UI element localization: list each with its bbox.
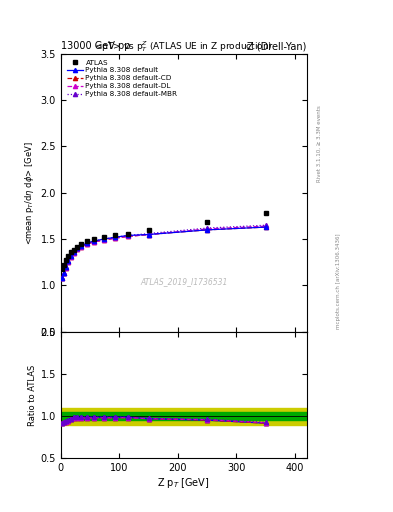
- Pythia 8.308 default-DL: [72, 250, 76, 256]
- Y-axis label: Ratio to ATLAS: Ratio to ATLAS: [28, 365, 37, 425]
- Pythia 8.308 default: [92, 238, 97, 244]
- Pythia 8.308 default-DL: [112, 235, 117, 241]
- Y-axis label: <mean p$_T$/d$\eta$ d$\phi$> [GeV]: <mean p$_T$/d$\eta$ d$\phi$> [GeV]: [24, 141, 37, 245]
- Pythia 8.308 default-DL: [101, 237, 106, 243]
- ATLAS: [63, 257, 68, 263]
- Pythia 8.308 default-DL: [79, 244, 84, 250]
- Pythia 8.308 default-DL: [85, 241, 90, 247]
- Line: Pythia 8.308 default-MBR: Pythia 8.308 default-MBR: [60, 223, 268, 280]
- ATLAS: [79, 241, 84, 247]
- Pythia 8.308 default-CD: [72, 250, 76, 256]
- Pythia 8.308 default-MBR: [60, 275, 64, 281]
- Pythia 8.308 default-CD: [146, 231, 151, 238]
- Line: ATLAS: ATLAS: [60, 211, 268, 271]
- Pythia 8.308 default: [66, 259, 70, 265]
- Pythia 8.308 default-MBR: [146, 230, 151, 237]
- Text: Z (Drell-Yan): Z (Drell-Yan): [247, 41, 307, 51]
- Pythia 8.308 default: [126, 232, 130, 239]
- ATLAS: [263, 210, 268, 216]
- ATLAS: [85, 238, 90, 244]
- Pythia 8.308 default: [60, 275, 64, 281]
- Pythia 8.308 default-DL: [60, 275, 64, 281]
- Pythia 8.308 default-CD: [205, 227, 209, 233]
- Pythia 8.308 default: [68, 253, 73, 259]
- Pythia 8.308 default-MBR: [66, 259, 70, 265]
- Text: ATLAS_2019_I1736531: ATLAS_2019_I1736531: [140, 278, 228, 286]
- Pythia 8.308 default-MBR: [79, 243, 84, 249]
- Pythia 8.308 default-MBR: [126, 232, 130, 239]
- Pythia 8.308 default-CD: [112, 235, 117, 241]
- ATLAS: [60, 266, 64, 272]
- Pythia 8.308 default-CD: [66, 259, 70, 265]
- Pythia 8.308 default-CD: [263, 224, 268, 230]
- ATLAS: [126, 230, 130, 237]
- Text: Rivet 3.1.10, ≥ 3.3M events: Rivet 3.1.10, ≥ 3.3M events: [316, 105, 321, 182]
- Pythia 8.308 default: [63, 264, 68, 270]
- ATLAS: [205, 219, 209, 225]
- ATLAS: [146, 227, 151, 233]
- ATLAS: [101, 234, 106, 240]
- Pythia 8.308 default-CD: [63, 265, 68, 271]
- Pythia 8.308 default-MBR: [75, 245, 80, 251]
- Pythia 8.308 default: [79, 243, 84, 249]
- ATLAS: [72, 247, 76, 253]
- Pythia 8.308 default-MBR: [92, 238, 97, 244]
- Pythia 8.308 default-MBR: [101, 236, 106, 242]
- Pythia 8.308 default: [101, 236, 106, 242]
- Text: mcplots.cern.ch [arXiv:1306.3436]: mcplots.cern.ch [arXiv:1306.3436]: [336, 234, 341, 329]
- Pythia 8.308 default: [85, 240, 90, 246]
- Pythia 8.308 default-DL: [75, 246, 80, 252]
- Pythia 8.308 default-MBR: [61, 269, 66, 275]
- Pythia 8.308 default: [146, 231, 151, 238]
- Pythia 8.308 default: [75, 245, 80, 251]
- Pythia 8.308 default: [205, 227, 209, 233]
- Text: 13000 GeV pp: 13000 GeV pp: [61, 41, 130, 51]
- Pythia 8.308 default-DL: [63, 265, 68, 271]
- Title: <pT> vs p$^Z_T$ (ATLAS UE in Z production): <pT> vs p$^Z_T$ (ATLAS UE in Z productio…: [94, 39, 273, 54]
- Pythia 8.308 default-DL: [92, 239, 97, 245]
- Pythia 8.308 default-CD: [61, 270, 66, 276]
- ATLAS: [66, 253, 70, 259]
- Pythia 8.308 default-CD: [126, 233, 130, 240]
- Pythia 8.308 default-CD: [101, 237, 106, 243]
- Pythia 8.308 default-CD: [60, 275, 64, 281]
- ATLAS: [92, 236, 97, 242]
- Pythia 8.308 default-CD: [79, 244, 84, 250]
- Pythia 8.308 default-CD: [68, 253, 73, 260]
- Pythia 8.308 default-MBR: [205, 225, 209, 231]
- Pythia 8.308 default: [112, 234, 117, 240]
- Pythia 8.308 default-DL: [66, 259, 70, 265]
- Pythia 8.308 default-MBR: [112, 234, 117, 240]
- Pythia 8.308 default-MBR: [63, 264, 68, 270]
- Pythia 8.308 default: [72, 249, 76, 255]
- Legend: ATLAS, Pythia 8.308 default, Pythia 8.308 default-CD, Pythia 8.308 default-DL, P: ATLAS, Pythia 8.308 default, Pythia 8.30…: [64, 57, 180, 99]
- Line: Pythia 8.308 default: Pythia 8.308 default: [60, 225, 268, 280]
- Pythia 8.308 default-DL: [146, 231, 151, 238]
- Pythia 8.308 default-DL: [263, 223, 268, 229]
- Bar: [61, 412, 307, 420]
- Pythia 8.308 default: [61, 269, 66, 275]
- Pythia 8.308 default-MBR: [85, 240, 90, 246]
- X-axis label: Z p$_T$ [GeV]: Z p$_T$ [GeV]: [157, 476, 210, 490]
- Pythia 8.308 default-DL: [205, 226, 209, 232]
- Pythia 8.308 default-MBR: [72, 249, 76, 255]
- Pythia 8.308 default-CD: [75, 246, 80, 252]
- Pythia 8.308 default-CD: [85, 241, 90, 247]
- Bar: [61, 408, 307, 424]
- ATLAS: [75, 244, 80, 250]
- ATLAS: [61, 262, 66, 268]
- Pythia 8.308 default-MBR: [263, 222, 268, 228]
- Pythia 8.308 default: [263, 224, 268, 230]
- Line: Pythia 8.308 default-DL: Pythia 8.308 default-DL: [60, 224, 268, 280]
- Line: Pythia 8.308 default-CD: Pythia 8.308 default-CD: [60, 225, 268, 280]
- Pythia 8.308 default-DL: [61, 270, 66, 276]
- Pythia 8.308 default-CD: [92, 239, 97, 245]
- Pythia 8.308 default-DL: [68, 253, 73, 260]
- Pythia 8.308 default-MBR: [68, 253, 73, 259]
- ATLAS: [112, 232, 117, 239]
- Pythia 8.308 default-DL: [126, 233, 130, 240]
- ATLAS: [68, 249, 73, 255]
